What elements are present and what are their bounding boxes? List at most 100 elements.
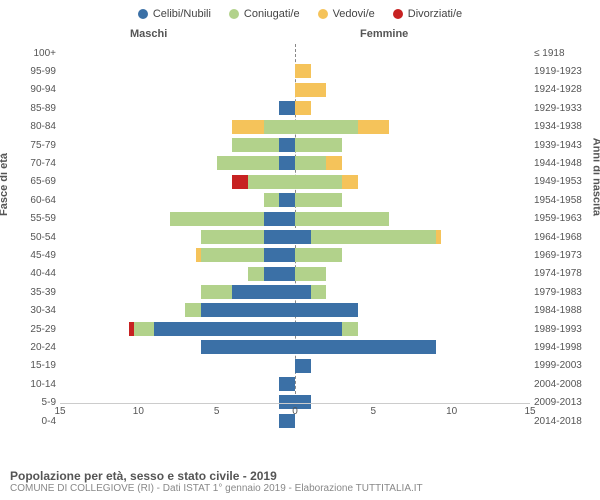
age-label: 45-49 [8,250,56,261]
bar-segment [295,230,311,244]
bar-segment [264,120,295,134]
age-row: 10-142004-2008 [60,375,530,393]
age-row: 20-241994-1998 [60,338,530,356]
age-label: 70-74 [8,158,56,169]
legend-item: Vedovi/e [318,8,375,20]
birth-year-label: 1994-1998 [534,342,590,353]
male-bar [170,212,295,226]
bar-segment [232,175,248,189]
bar-segment [295,83,326,97]
bar-segment [279,156,295,170]
age-label: 95-99 [8,66,56,77]
female-bar [295,83,326,97]
age-row: 65-691949-1953 [60,173,530,191]
birth-year-label: 1949-1953 [534,176,590,187]
female-bar [295,138,342,152]
age-label: 35-39 [8,287,56,298]
bar-segment [295,303,358,317]
legend-item: Celibi/Nubili [138,8,211,20]
age-label: 0-4 [8,416,56,427]
header-male: Maschi [130,28,167,40]
age-row: 90-941924-1928 [60,81,530,99]
bar-segment [342,322,358,336]
birth-year-label: 2014-2018 [534,416,590,427]
bar-segment [311,230,436,244]
male-bar [201,285,295,299]
bar-pair [60,64,530,78]
female-bar [295,175,358,189]
birth-year-label: 1984-1988 [534,305,590,316]
age-row: 80-841934-1938 [60,118,530,136]
bar-pair [60,248,530,262]
bar-segment [232,138,279,152]
plot-area: 100+≤ 191895-991919-192390-941924-192885… [60,44,530,432]
bar-segment [201,230,264,244]
bar-segment [248,267,264,281]
bar-pair [60,156,530,170]
bar-segment [264,248,295,262]
age-row: 95-991919-1923 [60,62,530,80]
x-tick: 10 [446,406,457,417]
bar-segment [295,156,326,170]
bar-segment [201,340,295,354]
bar-segment [279,101,295,115]
bar-segment [232,120,263,134]
birth-year-label: 1979-1983 [534,287,590,298]
legend-label: Vedovi/e [333,8,375,20]
bar-segment [295,359,311,373]
age-label: 5-9 [8,397,56,408]
bar-segment [264,212,295,226]
female-bar [295,248,342,262]
footer-subtitle: COMUNE DI COLLEGIOVE (RI) - Dati ISTAT 1… [10,483,590,494]
x-tick: 5 [214,406,220,417]
bar-pair [60,175,530,189]
male-bar [196,248,295,262]
male-bar [129,322,295,336]
bar-segment [295,322,342,336]
female-bar [295,285,326,299]
female-bar [295,156,342,170]
age-row: 35-391979-1983 [60,283,530,301]
male-bar [217,156,295,170]
x-tick: 5 [371,406,377,417]
age-row: 40-441974-1978 [60,265,530,283]
bar-pair [60,322,530,336]
male-bar [248,267,295,281]
x-tick: 15 [54,406,65,417]
age-label: 55-59 [8,213,56,224]
bar-segment [295,101,311,115]
female-bar [295,193,342,207]
bar-segment [295,193,342,207]
bar-pair [60,83,530,97]
age-label: 75-79 [8,140,56,151]
female-bar [295,101,311,115]
birth-year-label: 1999-2003 [534,360,590,371]
birth-year-label: 1939-1943 [534,140,590,151]
birth-year-label: ≤ 1918 [534,48,590,59]
birth-year-label: 1964-1968 [534,232,590,243]
bar-segment [201,248,264,262]
age-row: 15-191999-2003 [60,357,530,375]
age-row: 55-591959-1963 [60,210,530,228]
x-tick: 15 [524,406,535,417]
age-label: 20-24 [8,342,56,353]
legend-swatch [393,9,403,19]
female-bar [295,303,358,317]
bar-rows: 100+≤ 191895-991919-192390-941924-192885… [60,44,530,430]
bar-segment [436,230,441,244]
footer-title: Popolazione per età, sesso e stato civil… [10,469,590,483]
bar-pair [60,193,530,207]
birth-year-label: 1929-1933 [534,103,590,114]
bar-segment [342,175,358,189]
age-label: 15-19 [8,360,56,371]
legend-swatch [138,9,148,19]
bar-segment [295,120,358,134]
bar-segment [264,267,295,281]
male-bar [279,101,295,115]
bar-segment [295,138,342,152]
male-bar [232,120,295,134]
bar-segment [295,248,342,262]
legend-label: Coniugati/e [244,8,300,20]
age-row: 30-341984-1988 [60,301,530,319]
age-label: 80-84 [8,121,56,132]
